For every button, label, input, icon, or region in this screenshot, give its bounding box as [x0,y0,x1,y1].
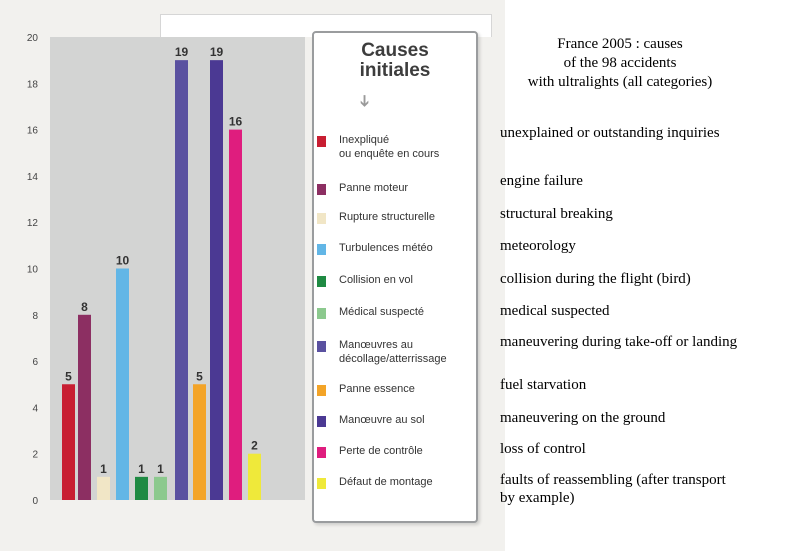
legend: Causes initiales ➔ Inexpliqué ou enquête e… [312,31,478,523]
translation-label: medical suspected [500,303,610,319]
y-axis: 0 2 4 6 8 10 12 14 16 18 20 [27,33,39,507]
legend-swatch [317,385,326,396]
y-tick-label: 4 [32,403,38,414]
bar [248,453,261,500]
translation-label: engine failure [500,173,583,189]
legend-swatch [317,447,326,458]
legend-label: Collision en vol [339,274,413,286]
legend-swatch [317,478,326,489]
bar [154,476,167,500]
bar [62,384,75,500]
bar [135,476,148,500]
legend-swatch [317,136,326,147]
legend-label: Rupture structurelle [339,211,435,223]
bar [193,384,206,500]
bars [62,60,261,501]
bar-value-label: 8 [81,300,88,314]
legend-label: Panne essence [339,383,415,395]
legend-swatch [317,184,326,195]
translation-label: unexplained or outstanding inquiries [500,125,720,141]
legend-swatch [317,308,326,319]
legend-label: Manœuvres au décollage/atterrissage [339,339,447,365]
translation-label: fuel starvation [500,377,587,393]
legend-swatch [317,341,326,352]
translation-label: maneuvering during take-off or landing [500,334,738,350]
legend-label: Turbulences météo [339,242,433,254]
y-tick-label: 14 [27,172,39,183]
bar-value-label: 1 [138,462,145,476]
bar-value-label: 5 [65,369,72,383]
y-tick-label: 16 [27,126,39,137]
legend-label: Défaut de montage [339,476,433,488]
bar-value-label: 19 [175,45,189,59]
bar [78,314,91,500]
legend-label: Inexpliqué ou enquête en cours [339,134,440,160]
bar [210,60,223,501]
legend-title: Causes initiales [359,40,431,81]
y-tick-label: 10 [27,265,39,276]
down-arrow-icon: ➔ [355,94,373,108]
y-tick-label: 6 [32,357,38,368]
y-tick-label: 12 [27,218,39,229]
bar [97,476,110,500]
translation-label: structural breaking [500,206,613,222]
y-tick-label: 2 [32,450,38,461]
y-tick-label: 8 [32,311,38,322]
bar-value-label: 1 [100,462,107,476]
y-tick-label: 20 [27,33,39,44]
bar [229,129,242,500]
legend-label: Médical suspecté [339,306,424,318]
bar [116,268,129,500]
annotation-title: France 2005 : causes of the 98 accidents… [527,36,713,90]
translation-label: faults of reassembling (after transport … [500,472,726,506]
y-tick-label: 0 [32,496,38,507]
bar-value-label: 19 [210,45,224,59]
translation-label: meteorology [500,238,576,254]
legend-swatch [317,416,326,427]
bar-value-label: 16 [229,115,243,129]
legend-label: Perte de contrôle [339,445,423,457]
bar-value-label: 2 [251,439,258,453]
translation-label: collision during the flight (bird) [500,271,691,287]
bar-value-label: 10 [116,254,130,268]
legend-swatch [317,213,326,224]
legend-label: Panne moteur [339,182,409,194]
legend-swatch [317,244,326,255]
bar-value-label: 5 [196,369,203,383]
bar [175,60,188,501]
bar-value-label: 1 [157,462,164,476]
legend-swatch [317,276,326,287]
legend-label: Manœuvre au sol [339,414,425,426]
translation-label: loss of control [500,441,586,457]
translation-label: maneuvering on the ground [500,410,666,426]
y-tick-label: 18 [27,79,39,90]
